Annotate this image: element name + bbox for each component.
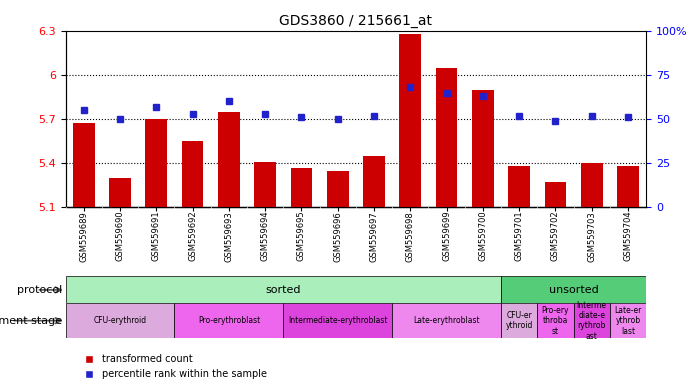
- Text: GSM559703: GSM559703: [587, 211, 596, 262]
- Text: GSM559696: GSM559696: [333, 211, 342, 262]
- Bar: [501, 303, 538, 338]
- Text: Interme
diate-e
rythrob
ast: Interme diate-e rythrob ast: [577, 301, 607, 341]
- Bar: [66, 276, 501, 303]
- Text: GSM559695: GSM559695: [297, 211, 306, 262]
- Text: Late-erythroblast: Late-erythroblast: [413, 316, 480, 325]
- Bar: [254, 162, 276, 207]
- Bar: [327, 170, 348, 207]
- Text: Pro-ery
throba
st: Pro-ery throba st: [542, 306, 569, 336]
- Text: Late-er
ythrob
last: Late-er ythrob last: [614, 306, 642, 336]
- Bar: [501, 276, 646, 303]
- Bar: [182, 141, 203, 207]
- Text: GSM559698: GSM559698: [406, 211, 415, 262]
- Text: sorted: sorted: [265, 285, 301, 295]
- Text: GSM559693: GSM559693: [225, 211, 234, 262]
- Bar: [435, 68, 457, 207]
- Bar: [66, 303, 174, 338]
- Text: GSM559691: GSM559691: [152, 211, 161, 262]
- Bar: [399, 34, 421, 207]
- Text: GSM559694: GSM559694: [261, 211, 269, 262]
- Text: GSM559690: GSM559690: [115, 211, 124, 262]
- Bar: [472, 89, 493, 207]
- Text: CFU-erythroid: CFU-erythroid: [93, 316, 146, 325]
- Legend: transformed count, percentile rank within the sample: transformed count, percentile rank withi…: [84, 354, 267, 379]
- Bar: [508, 166, 530, 207]
- Text: Intermediate-erythroblast: Intermediate-erythroblast: [288, 316, 388, 325]
- Bar: [174, 303, 283, 338]
- Bar: [617, 166, 638, 207]
- Text: GSM559692: GSM559692: [188, 211, 197, 262]
- Text: GSM559704: GSM559704: [623, 211, 632, 262]
- Text: CFU-er
ythroid: CFU-er ythroid: [505, 311, 533, 330]
- Text: GSM559701: GSM559701: [515, 211, 524, 262]
- Text: GSM559699: GSM559699: [442, 211, 451, 262]
- Text: Pro-erythroblast: Pro-erythroblast: [198, 316, 260, 325]
- Bar: [574, 303, 609, 338]
- Text: protocol: protocol: [17, 285, 62, 295]
- Bar: [290, 167, 312, 207]
- Title: GDS3860 / 215661_at: GDS3860 / 215661_at: [279, 14, 433, 28]
- Bar: [580, 163, 603, 207]
- Text: GSM559702: GSM559702: [551, 211, 560, 262]
- Text: development stage: development stage: [0, 316, 62, 326]
- Bar: [73, 123, 95, 207]
- Text: GSM559689: GSM559689: [79, 211, 88, 262]
- Bar: [283, 303, 392, 338]
- Bar: [218, 112, 240, 207]
- Text: GSM559697: GSM559697: [370, 211, 379, 262]
- Bar: [363, 156, 385, 207]
- Bar: [538, 303, 574, 338]
- Bar: [109, 178, 131, 207]
- Bar: [145, 119, 167, 207]
- Bar: [545, 182, 566, 207]
- Bar: [610, 303, 646, 338]
- Bar: [392, 303, 501, 338]
- Text: unsorted: unsorted: [549, 285, 598, 295]
- Text: GSM559700: GSM559700: [478, 211, 487, 262]
